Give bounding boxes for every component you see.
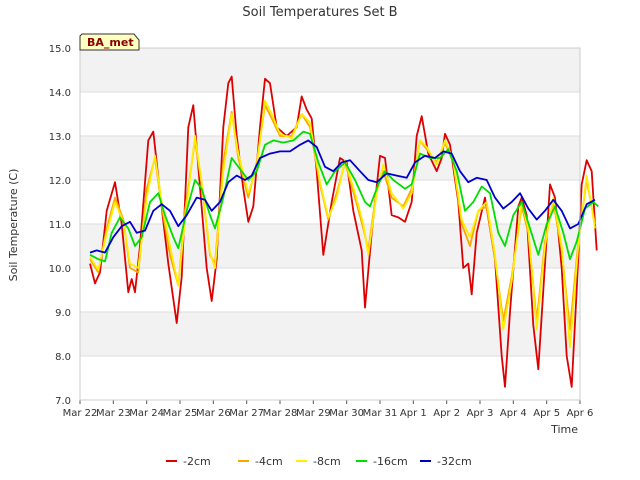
- legend: -2cm -4cm -8cm -16cm -32cm: [166, 455, 472, 468]
- y-tick-label: 9.0: [55, 308, 71, 319]
- series-line-minus-8cm: [89, 99, 596, 349]
- y-tick-label: 12.0: [49, 176, 71, 187]
- x-tick-label: Mar 28: [263, 408, 298, 419]
- series-line-minus-32cm: [89, 139, 596, 254]
- legend-label: -4cm: [255, 455, 283, 468]
- legend-label: -32cm: [437, 455, 472, 468]
- y-axis-label: Soil Temperature (C): [7, 169, 20, 282]
- site-label-box: BA_met: [79, 33, 140, 51]
- x-tick-label: Mar 29: [296, 408, 331, 419]
- x-tick-label: Mar 25: [163, 408, 198, 419]
- site-label-background: [79, 33, 140, 51]
- x-tick-label: Mar 30: [329, 408, 364, 419]
- legend-label: -16cm: [373, 455, 408, 468]
- x-tick-label: Mar 31: [363, 408, 398, 419]
- legend-label: -8cm: [313, 455, 341, 468]
- y-tick-label: 7.0: [55, 396, 71, 407]
- y-tick-label: 11.0: [49, 220, 71, 231]
- series-lines: [89, 75, 599, 388]
- site-label: BA_met: [87, 36, 134, 49]
- plot-band: [80, 92, 580, 136]
- plot-frame: [79, 47, 581, 401]
- x-axis-label: Time: [550, 423, 578, 436]
- plot-band: [80, 312, 580, 356]
- y-tick-label: 14.0: [49, 88, 71, 99]
- y-tick-label: 10.0: [49, 264, 71, 275]
- legend-label: -2cm: [183, 455, 211, 468]
- y-axis-ticks: 7.0 8.0 9.0 10.0 11.0 12.0 13.0 14.0 15.0: [49, 44, 71, 407]
- x-tick-label: Apr 2: [433, 408, 460, 419]
- x-tick-label: Apr 5: [533, 408, 560, 419]
- x-tick-label: Mar 27: [229, 408, 264, 419]
- plot-band: [80, 356, 580, 400]
- chart-title: Soil Temperatures Set B: [242, 5, 397, 20]
- x-tick-label: Apr 4: [500, 408, 527, 419]
- x-tick-label: Apr 6: [567, 408, 594, 419]
- y-tick-label: 13.0: [49, 132, 71, 143]
- series-line-minus-16cm: [89, 130, 599, 263]
- x-tick-label: Apr 1: [400, 408, 427, 419]
- series-line-minus-2cm: [89, 75, 598, 388]
- x-tick-label: Apr 3: [467, 408, 494, 419]
- x-tick-label: Mar 24: [129, 408, 164, 419]
- plot-band: [80, 136, 580, 180]
- plot-band: [80, 224, 580, 268]
- y-tick-label: 8.0: [55, 352, 71, 363]
- x-tick-label: Mar 26: [196, 408, 231, 419]
- x-tick-label: Mar 23: [96, 408, 131, 419]
- y-tick-label: 15.0: [49, 44, 71, 55]
- x-tick-label: Mar 22: [63, 408, 98, 419]
- plot-band: [80, 268, 580, 312]
- plot-band: [80, 48, 580, 92]
